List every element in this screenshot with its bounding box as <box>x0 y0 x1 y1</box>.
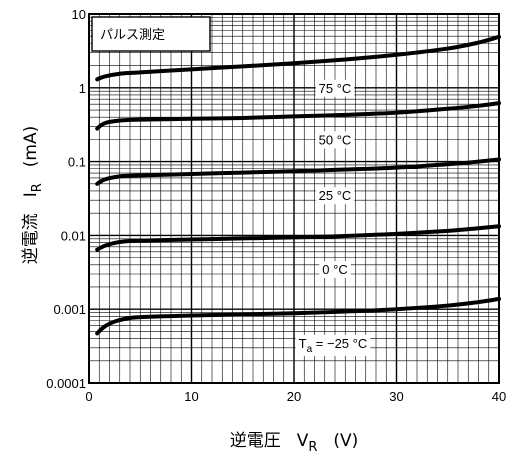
series-label-text: 25 °C <box>319 188 352 203</box>
plot-frame <box>88 13 500 384</box>
series-label-1: 50 °C <box>315 131 355 149</box>
curve-layer <box>95 34 501 336</box>
y-axis-title: 逆電流IR(mA) <box>21 126 45 265</box>
y-tick-label: 0.001 <box>53 302 86 317</box>
y-tick-label: 0.0001 <box>46 376 86 391</box>
axis-layer: 0 10 20 30 40 0.0001 0.001 0.01 0.1 1 10 逆電圧 VR (V) 逆電… <box>21 7 506 455</box>
series-label-bg <box>315 187 355 205</box>
series-label-text: 50 °C <box>319 132 352 147</box>
series-label-text: Ta = −25 °C <box>299 336 368 355</box>
note-box-border <box>91 16 211 52</box>
series-label-bg <box>315 131 355 149</box>
series-label-text: 75 °C <box>319 81 352 96</box>
series-label-bg <box>319 261 351 279</box>
series-label-0: 75 °C <box>315 79 355 97</box>
label-layer: 75 °C 50 °C 25 °C 0 °C Ta = −25 °C パルス測定 <box>91 16 371 356</box>
y-tick-label: 0.01 <box>61 228 86 243</box>
series-line-1 <box>95 101 501 131</box>
series-label-bg <box>315 79 355 97</box>
y-tick-label: 10 <box>72 7 86 22</box>
series-label-bg <box>295 334 371 356</box>
series-label-3: 0 °C <box>319 261 351 279</box>
x-axis-title: 逆電圧 VR (V) <box>230 431 359 455</box>
x-tick-label: 20 <box>287 389 301 404</box>
x-tick-label: 30 <box>389 389 403 404</box>
note-box: パルス測定 <box>91 16 211 52</box>
series-line-0 <box>95 34 501 82</box>
note-text: パルス測定 <box>100 27 165 42</box>
x-tick-label: 10 <box>184 389 198 404</box>
y-tick-label: 1 <box>79 81 86 96</box>
grid-layer <box>88 14 500 384</box>
x-tick-label: 0 <box>85 389 92 404</box>
series-line-3 <box>95 224 501 252</box>
series-label-text: 0 °C <box>322 262 347 277</box>
series-label-2: 25 °C <box>315 187 355 205</box>
series-label-4: Ta = −25 °C <box>295 334 371 356</box>
x-tick-label: 40 <box>492 389 506 404</box>
series-line-2 <box>95 157 501 186</box>
series-line-4 <box>95 296 501 336</box>
y-tick-label: 0.1 <box>68 155 86 170</box>
